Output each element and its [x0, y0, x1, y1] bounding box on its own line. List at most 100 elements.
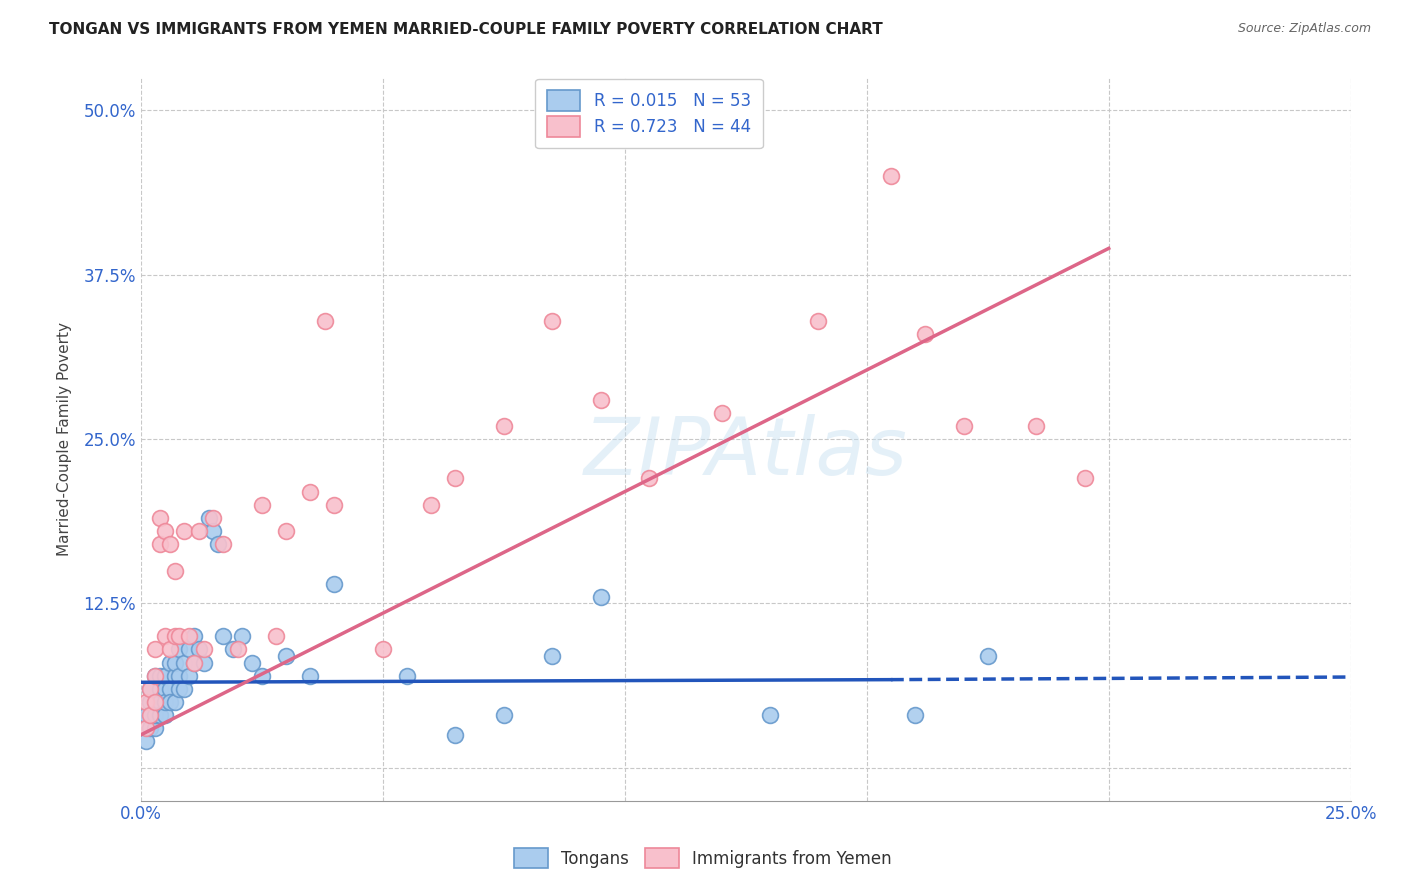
Point	[323, 498, 346, 512]
Point	[159, 695, 181, 709]
Point	[163, 695, 186, 709]
Point	[143, 642, 166, 657]
Point	[143, 721, 166, 735]
Point	[197, 511, 219, 525]
Point	[274, 648, 297, 663]
Point	[139, 681, 162, 696]
Point	[202, 511, 225, 525]
Point	[444, 728, 467, 742]
Point	[179, 669, 201, 683]
Point	[212, 629, 235, 643]
Point	[207, 537, 229, 551]
Text: TONGAN VS IMMIGRANTS FROM YEMEN MARRIED-COUPLE FAMILY POVERTY CORRELATION CHART: TONGAN VS IMMIGRANTS FROM YEMEN MARRIED-…	[49, 22, 883, 37]
Point	[880, 169, 903, 183]
Point	[135, 708, 157, 723]
Point	[187, 524, 209, 538]
Point	[541, 648, 564, 663]
Point	[149, 695, 172, 709]
Point	[153, 695, 176, 709]
Point	[371, 642, 394, 657]
Point	[187, 642, 209, 657]
Point	[135, 734, 157, 748]
Point	[149, 537, 172, 551]
Point	[169, 681, 191, 696]
Point	[1073, 471, 1095, 485]
Point	[163, 656, 186, 670]
Point	[274, 524, 297, 538]
Point	[159, 681, 181, 696]
Point	[266, 629, 288, 643]
Point	[163, 564, 186, 578]
Point	[169, 642, 191, 657]
Point	[250, 669, 273, 683]
Point	[163, 629, 186, 643]
Point	[183, 656, 205, 670]
Point	[193, 656, 215, 670]
Point	[492, 418, 515, 433]
Point	[299, 484, 322, 499]
Point	[135, 721, 157, 735]
Point	[169, 629, 191, 643]
Point	[589, 392, 612, 407]
Point	[183, 629, 205, 643]
Point	[143, 695, 166, 709]
Point	[173, 656, 195, 670]
Text: ZIPAtlas: ZIPAtlas	[583, 415, 908, 492]
Legend: Tongans, Immigrants from Yemen: Tongans, Immigrants from Yemen	[506, 839, 900, 877]
Point	[193, 642, 215, 657]
Point	[231, 629, 253, 643]
Point	[541, 314, 564, 328]
Point	[314, 314, 336, 328]
Point	[153, 681, 176, 696]
Y-axis label: Married-Couple Family Poverty: Married-Couple Family Poverty	[58, 322, 72, 556]
Text: Source: ZipAtlas.com: Source: ZipAtlas.com	[1237, 22, 1371, 36]
Point	[173, 681, 195, 696]
Point	[492, 708, 515, 723]
Point	[914, 326, 936, 341]
Point	[143, 669, 166, 683]
Point	[139, 681, 162, 696]
Point	[143, 669, 166, 683]
Point	[250, 498, 273, 512]
Point	[153, 524, 176, 538]
Point	[226, 642, 249, 657]
Point	[173, 524, 195, 538]
Point	[807, 314, 830, 328]
Point	[638, 471, 661, 485]
Point	[149, 669, 172, 683]
Point	[299, 669, 322, 683]
Point	[149, 511, 172, 525]
Point	[163, 669, 186, 683]
Point	[904, 708, 927, 723]
Point	[323, 576, 346, 591]
Point	[202, 524, 225, 538]
Point	[589, 590, 612, 604]
Legend: R = 0.015   N = 53, R = 0.723   N = 44: R = 0.015 N = 53, R = 0.723 N = 44	[536, 78, 762, 148]
Point	[139, 708, 162, 723]
Point	[135, 695, 157, 709]
Point	[143, 695, 166, 709]
Point	[977, 648, 1000, 663]
Point	[143, 708, 166, 723]
Point	[183, 656, 205, 670]
Point	[159, 642, 181, 657]
Point	[240, 656, 263, 670]
Point	[139, 721, 162, 735]
Point	[159, 656, 181, 670]
Point	[179, 642, 201, 657]
Point	[444, 471, 467, 485]
Point	[153, 669, 176, 683]
Point	[179, 629, 201, 643]
Point	[159, 537, 181, 551]
Point	[169, 669, 191, 683]
Point	[759, 708, 782, 723]
Point	[153, 708, 176, 723]
Point	[153, 629, 176, 643]
Point	[212, 537, 235, 551]
Point	[149, 681, 172, 696]
Point	[710, 406, 733, 420]
Point	[952, 418, 974, 433]
Point	[149, 708, 172, 723]
Point	[395, 669, 418, 683]
Point	[139, 695, 162, 709]
